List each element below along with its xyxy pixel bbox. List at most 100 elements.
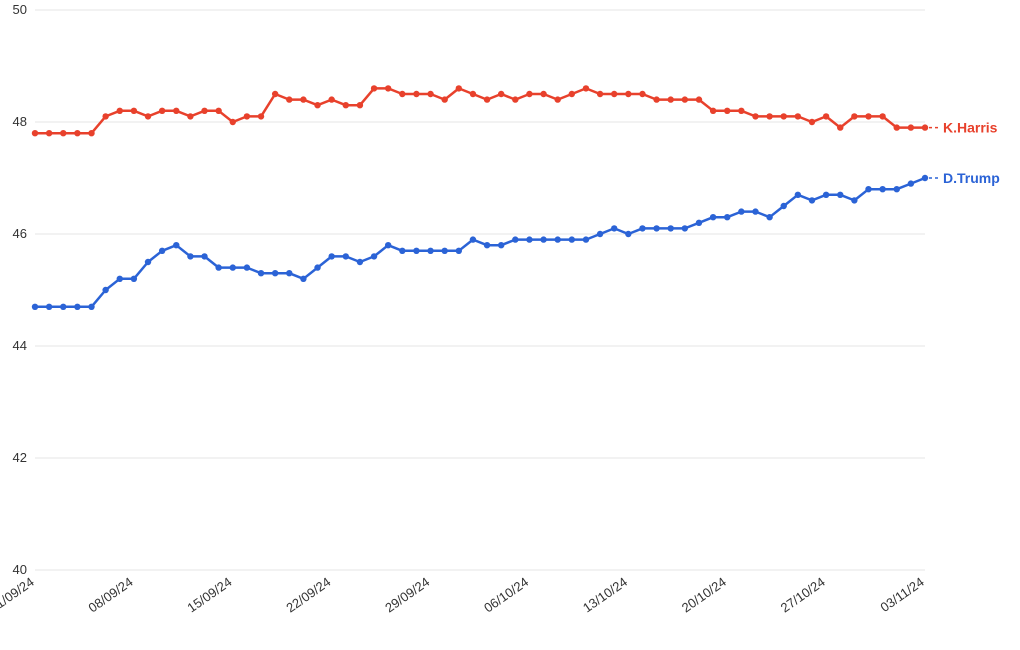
y-tick-label: 50 [13, 2, 27, 17]
data-point-D.Trump [710, 214, 716, 220]
data-point-D.Trump [894, 186, 900, 192]
data-point-K.Harris [526, 91, 532, 97]
data-point-K.Harris [781, 113, 787, 119]
data-point-D.Trump [343, 253, 349, 259]
data-point-D.Trump [215, 264, 221, 270]
data-point-K.Harris [498, 91, 504, 97]
y-tick-label: 48 [13, 114, 27, 129]
data-point-D.Trump [173, 242, 179, 248]
data-point-K.Harris [639, 91, 645, 97]
data-point-D.Trump [795, 192, 801, 198]
data-point-D.Trump [738, 208, 744, 214]
data-point-K.Harris [837, 124, 843, 130]
data-point-D.Trump [809, 197, 815, 203]
data-point-K.Harris [540, 91, 546, 97]
data-point-K.Harris [484, 96, 490, 102]
data-point-K.Harris [653, 96, 659, 102]
data-point-D.Trump [682, 225, 688, 231]
data-point-K.Harris [682, 96, 688, 102]
data-point-K.Harris [74, 130, 80, 136]
data-point-D.Trump [512, 236, 518, 242]
data-point-K.Harris [456, 85, 462, 91]
data-point-D.Trump [74, 304, 80, 310]
data-point-K.Harris [201, 108, 207, 114]
data-point-K.Harris [32, 130, 38, 136]
data-point-K.Harris [809, 119, 815, 125]
data-point-K.Harris [597, 91, 603, 97]
data-point-D.Trump [117, 276, 123, 282]
data-point-D.Trump [201, 253, 207, 259]
data-point-K.Harris [823, 113, 829, 119]
data-point-D.Trump [46, 304, 52, 310]
data-point-K.Harris [230, 119, 236, 125]
data-point-D.Trump [922, 175, 928, 181]
data-point-D.Trump [851, 197, 857, 203]
data-point-K.Harris [625, 91, 631, 97]
data-point-D.Trump [131, 276, 137, 282]
data-point-D.Trump [32, 304, 38, 310]
data-point-K.Harris [795, 113, 801, 119]
data-point-K.Harris [385, 85, 391, 91]
data-point-K.Harris [173, 108, 179, 114]
data-point-K.Harris [286, 96, 292, 102]
data-point-D.Trump [781, 203, 787, 209]
data-point-D.Trump [60, 304, 66, 310]
data-point-D.Trump [653, 225, 659, 231]
data-point-D.Trump [187, 253, 193, 259]
data-point-K.Harris [512, 96, 518, 102]
data-point-D.Trump [456, 248, 462, 254]
data-point-D.Trump [625, 231, 631, 237]
data-point-D.Trump [385, 242, 391, 248]
data-point-D.Trump [597, 231, 603, 237]
data-point-D.Trump [286, 270, 292, 276]
data-point-D.Trump [300, 276, 306, 282]
data-point-D.Trump [766, 214, 772, 220]
data-point-K.Harris [258, 113, 264, 119]
data-point-D.Trump [145, 259, 151, 265]
data-point-K.Harris [922, 124, 928, 130]
y-tick-label: 40 [13, 562, 27, 577]
data-point-D.Trump [908, 180, 914, 186]
data-point-K.Harris [696, 96, 702, 102]
data-point-D.Trump [865, 186, 871, 192]
data-point-D.Trump [159, 248, 165, 254]
data-point-D.Trump [498, 242, 504, 248]
data-point-K.Harris [357, 102, 363, 108]
data-point-K.Harris [894, 124, 900, 130]
data-point-D.Trump [724, 214, 730, 220]
y-tick-label: 44 [13, 338, 27, 353]
polling-line-chart: 40424446485001/09/2408/09/2415/09/2422/0… [0, 0, 1020, 650]
data-point-K.Harris [752, 113, 758, 119]
data-point-D.Trump [244, 264, 250, 270]
data-point-K.Harris [865, 113, 871, 119]
data-point-D.Trump [752, 208, 758, 214]
y-tick-label: 42 [13, 450, 27, 465]
data-point-K.Harris [46, 130, 52, 136]
data-point-D.Trump [879, 186, 885, 192]
data-point-K.Harris [88, 130, 94, 136]
data-point-D.Trump [668, 225, 674, 231]
data-point-D.Trump [328, 253, 334, 259]
data-point-K.Harris [215, 108, 221, 114]
data-point-K.Harris [413, 91, 419, 97]
data-point-K.Harris [766, 113, 772, 119]
data-point-D.Trump [413, 248, 419, 254]
data-point-K.Harris [441, 96, 447, 102]
data-point-K.Harris [399, 91, 405, 97]
y-tick-label: 46 [13, 226, 27, 241]
data-point-D.Trump [526, 236, 532, 242]
data-point-K.Harris [470, 91, 476, 97]
series-label-K.Harris: K.Harris [943, 120, 998, 136]
data-point-D.Trump [611, 225, 617, 231]
data-point-K.Harris [583, 85, 589, 91]
data-point-D.Trump [427, 248, 433, 254]
data-point-D.Trump [399, 248, 405, 254]
data-point-K.Harris [117, 108, 123, 114]
data-point-K.Harris [102, 113, 108, 119]
data-point-K.Harris [159, 108, 165, 114]
data-point-D.Trump [837, 192, 843, 198]
data-point-D.Trump [314, 264, 320, 270]
data-point-D.Trump [470, 236, 476, 242]
data-point-D.Trump [357, 259, 363, 265]
data-point-K.Harris [343, 102, 349, 108]
